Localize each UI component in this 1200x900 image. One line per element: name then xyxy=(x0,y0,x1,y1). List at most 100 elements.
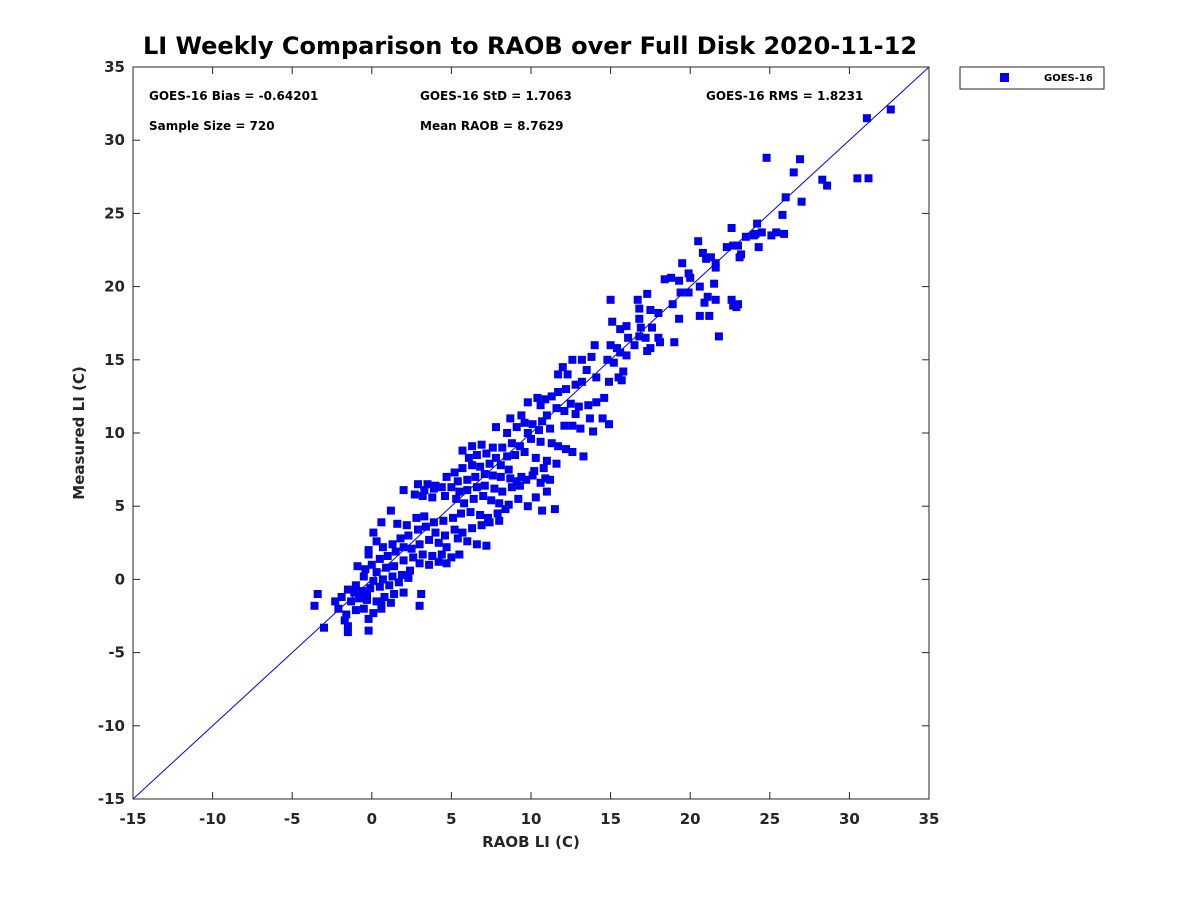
chart-title: LI Weekly Comparison to RAOB over Full D… xyxy=(143,32,917,60)
data-point xyxy=(706,253,715,262)
data-point xyxy=(364,614,373,623)
data-point xyxy=(568,421,577,430)
data-point xyxy=(485,459,494,468)
data-point xyxy=(369,576,378,585)
data-point xyxy=(363,590,371,598)
data-point xyxy=(375,554,384,563)
data-point xyxy=(488,471,497,480)
data-point xyxy=(780,229,789,238)
data-point xyxy=(343,585,352,594)
data-point xyxy=(455,550,464,559)
data-point xyxy=(428,493,437,502)
data-point xyxy=(492,423,500,432)
data-point xyxy=(523,502,532,511)
data-point xyxy=(468,442,477,451)
data-point xyxy=(710,279,719,288)
data-point xyxy=(600,393,609,402)
data-point xyxy=(562,385,570,394)
data-point xyxy=(703,292,712,301)
data-point xyxy=(399,588,408,597)
data-point xyxy=(636,323,645,332)
data-point xyxy=(818,175,827,184)
data-point xyxy=(656,338,664,347)
data-point xyxy=(366,584,375,593)
data-point xyxy=(641,333,650,342)
data-point xyxy=(493,509,502,518)
data-point xyxy=(585,414,594,423)
data-point xyxy=(603,355,612,364)
data-point xyxy=(458,528,467,537)
data-point xyxy=(390,562,399,571)
data-point xyxy=(668,300,677,309)
data-point xyxy=(428,552,437,560)
data-point xyxy=(753,219,762,228)
data-point xyxy=(441,531,449,540)
data-point xyxy=(504,465,513,474)
x-tick-label: -5 xyxy=(284,810,301,828)
data-point xyxy=(727,224,736,232)
legend: GOES-16 xyxy=(959,66,1105,90)
data-point xyxy=(539,464,548,473)
x-axis-label: RAOB LI (C) xyxy=(482,833,580,851)
data-point xyxy=(560,421,569,430)
data-point xyxy=(590,341,599,350)
data-point xyxy=(598,414,607,423)
data-point xyxy=(531,453,540,462)
data-point xyxy=(378,575,387,584)
data-point xyxy=(616,325,625,334)
data-point xyxy=(741,232,750,241)
x-tick-label: 35 xyxy=(919,810,940,828)
data-point xyxy=(469,494,478,503)
data-point xyxy=(386,506,395,515)
x-tick-label: 10 xyxy=(521,810,542,828)
data-point xyxy=(453,477,462,486)
data-point xyxy=(364,546,373,555)
data-point xyxy=(554,370,563,379)
data-point xyxy=(560,407,569,415)
data-point xyxy=(517,411,526,420)
legend-marker-goes16 xyxy=(1000,73,1009,82)
data-point xyxy=(535,426,543,435)
data-point xyxy=(550,505,559,514)
data-point xyxy=(695,311,704,320)
data-point xyxy=(619,367,628,376)
data-point xyxy=(399,486,408,495)
data-point xyxy=(512,477,521,486)
data-point xyxy=(492,453,500,462)
data-point xyxy=(571,380,580,389)
data-point xyxy=(542,411,551,420)
data-point xyxy=(471,472,480,481)
data-point xyxy=(695,282,704,291)
data-point xyxy=(515,442,524,451)
data-point xyxy=(391,547,400,556)
data-point xyxy=(613,344,621,353)
data-point xyxy=(377,598,386,607)
data-point xyxy=(520,448,529,456)
data-point xyxy=(425,535,434,544)
data-point xyxy=(429,518,438,527)
data-point xyxy=(592,373,601,382)
data-point xyxy=(439,516,448,525)
data-point xyxy=(781,193,790,202)
data-point xyxy=(711,259,720,268)
data-point xyxy=(441,492,449,500)
data-point xyxy=(547,392,556,401)
data-point xyxy=(455,487,464,496)
sample-size-stat: Sample Size = 720 xyxy=(149,119,275,133)
data-point xyxy=(622,322,631,331)
data-point xyxy=(458,464,467,473)
x-tick-label: 0 xyxy=(367,810,377,828)
data-point xyxy=(479,492,488,500)
data-point xyxy=(608,317,617,326)
data-point xyxy=(522,475,531,484)
data-point xyxy=(635,332,644,341)
data-point xyxy=(514,494,523,503)
data-point xyxy=(684,288,693,297)
x-tick-label: 25 xyxy=(759,810,780,828)
data-point xyxy=(447,483,456,492)
data-point xyxy=(711,295,720,304)
data-point xyxy=(767,231,776,240)
y-tick-label: 10 xyxy=(104,424,125,442)
data-point xyxy=(463,486,472,495)
data-point xyxy=(343,622,352,631)
